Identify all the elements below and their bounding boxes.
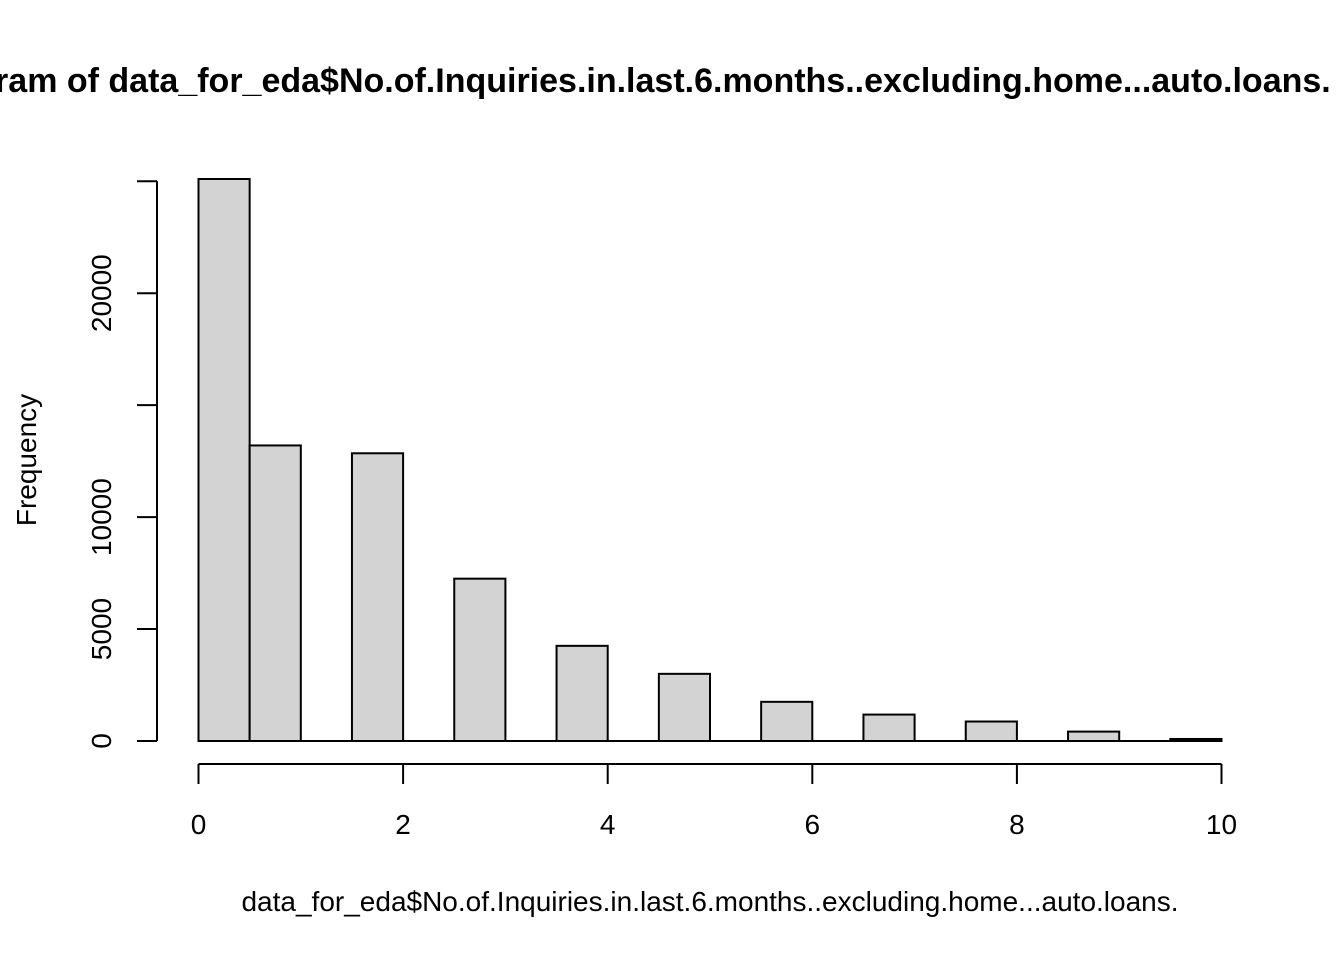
x-tick-label: 4 bbox=[600, 809, 616, 840]
x-tick-label: 8 bbox=[1009, 809, 1025, 840]
histogram-bar bbox=[760, 700, 814, 742]
y-axis-label: Frequency bbox=[11, 394, 42, 526]
chart-title: Histogram of data_for_eda$No.of.Inquirie… bbox=[0, 62, 1331, 100]
x-tick-label: 0 bbox=[191, 809, 207, 840]
x-tick-label: 6 bbox=[805, 809, 821, 840]
y-tick-label: 5000 bbox=[86, 598, 117, 660]
histogram-bar bbox=[197, 178, 251, 742]
histogram-bar bbox=[555, 644, 609, 742]
histogram-bar bbox=[1169, 737, 1223, 743]
y-tick-label: 10000 bbox=[86, 478, 117, 556]
x-axis-label: data_for_eda$No.of.Inquiries.in.last.6.m… bbox=[241, 886, 1178, 917]
histogram-bar bbox=[1067, 730, 1121, 742]
histogram-bar bbox=[248, 444, 302, 742]
histogram-bar bbox=[657, 672, 711, 742]
y-tick-label: 0 bbox=[86, 733, 117, 749]
y-axis: 0 5000 10000 20000 bbox=[86, 180, 158, 749]
y-tick-label: 20000 bbox=[86, 254, 117, 332]
x-tick-label: 10 bbox=[1206, 809, 1237, 840]
histogram-bar bbox=[350, 452, 405, 742]
histogram-bar bbox=[862, 713, 916, 743]
x-axis: 0 2 4 6 8 10 bbox=[191, 763, 1237, 840]
x-tick-label: 2 bbox=[395, 809, 411, 840]
histogram-bar bbox=[453, 577, 507, 742]
histogram-bar bbox=[964, 720, 1018, 743]
histogram-bars bbox=[197, 178, 1223, 743]
